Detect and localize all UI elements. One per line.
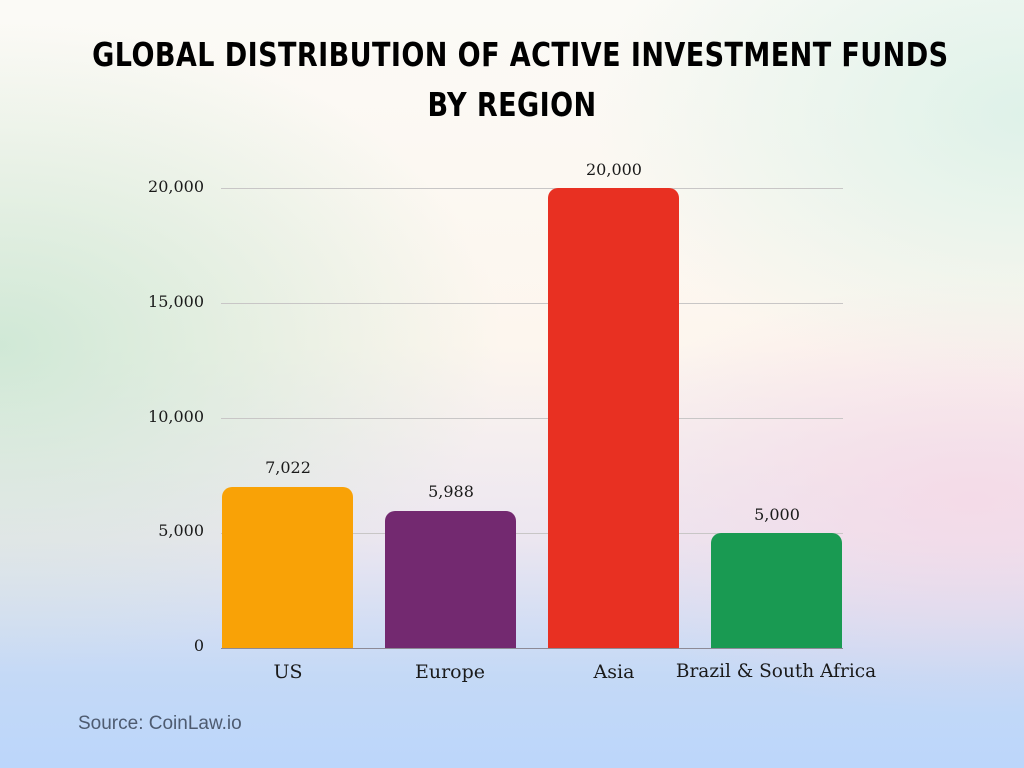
y-tick-10000: 10,000 (148, 407, 204, 426)
y-tick-5000: 5,000 (158, 521, 204, 540)
value-label-europe: 5,988 (428, 482, 474, 501)
bar-us (222, 487, 353, 648)
x-axis-line (221, 648, 843, 649)
value-label-asia: 20,000 (586, 160, 642, 179)
y-tick-20000: 20,000 (148, 177, 204, 196)
chart-title-line-2: BY REGION (427, 85, 597, 124)
value-label-brazil-south-africa: 5,000 (754, 505, 800, 524)
bar-brazil-south-africa (711, 533, 842, 648)
chart-title: GLOBAL DISTRIBUTION OF ACTIVE INVESTMENT… (92, 30, 949, 130)
x-label-brazil-south-africa: Brazil & South Africa (675, 661, 877, 682)
gridline-20000 (221, 188, 843, 189)
bar-asia (548, 188, 679, 648)
bar-europe (385, 511, 516, 648)
gridline-15000 (221, 303, 843, 304)
gridline-10000 (221, 418, 843, 419)
x-label-europe: Europe (414, 661, 486, 683)
gridline-5000 (221, 533, 843, 534)
x-label-us: US (273, 661, 303, 683)
chart-title-line-1: GLOBAL DISTRIBUTION OF ACTIVE INVESTMENT… (92, 35, 949, 74)
value-label-us: 7,022 (265, 458, 311, 477)
y-tick-0: 0 (193, 636, 204, 655)
source-note: Source: CoinLaw.io (78, 713, 242, 734)
x-label-asia: Asia (593, 661, 635, 683)
y-tick-15000: 15,000 (148, 292, 204, 311)
